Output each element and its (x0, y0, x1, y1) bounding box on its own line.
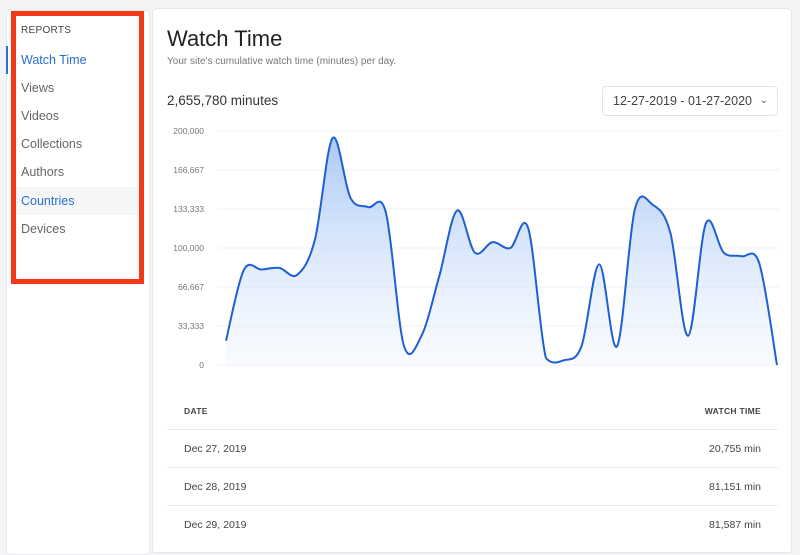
data-point[interactable] (275, 264, 283, 272)
data-point[interactable] (311, 236, 319, 244)
data-point[interactable] (471, 249, 479, 257)
y-tick-label: 100,000 (173, 243, 204, 253)
data-point[interactable] (649, 201, 657, 209)
sidebar-heading: REPORTS (21, 25, 72, 36)
row-date: Dec 27, 2019 (184, 443, 247, 455)
row-date: Dec 29, 2019 (184, 519, 247, 531)
data-point[interactable] (595, 260, 603, 268)
date-range-picker[interactable]: 12-27-2019 - 01-27-2020 ⌄ (602, 86, 778, 116)
table-row: Dec 28, 2019 81,151 min (167, 467, 778, 505)
watch-time-chart: 0 33,333 66,667 100,000 133,333 166,667 200,00… (173, 126, 781, 370)
sidebar-item-videos[interactable]: Videos (21, 109, 59, 123)
data-point[interactable] (382, 209, 390, 217)
total-minutes: 2,655,780 minutes (167, 93, 279, 108)
data-point[interactable] (666, 229, 674, 237)
data-point[interactable] (577, 342, 585, 350)
area-fill (226, 137, 777, 365)
data-point[interactable] (258, 266, 266, 274)
data-point[interactable] (720, 249, 728, 257)
y-tick-label: 166,667 (173, 165, 204, 175)
data-point[interactable] (506, 244, 514, 252)
sidebar-item-countries[interactable]: Countries (14, 187, 140, 215)
data-point[interactable] (453, 207, 461, 215)
sidebar-item-watch-time[interactable]: Watch Time (21, 53, 87, 67)
y-tick-label: 66,667 (178, 282, 204, 292)
data-point[interactable] (755, 259, 763, 267)
data-point[interactable] (400, 341, 408, 349)
row-value: 81,587 min (709, 519, 761, 531)
data-point[interactable] (524, 224, 532, 232)
sidebar-item-collections[interactable]: Collections (21, 137, 83, 151)
data-point[interactable] (631, 205, 639, 213)
table-row: Dec 27, 2019 20,755 min (167, 429, 778, 467)
data-point[interactable] (435, 272, 443, 280)
y-tick-label: 133,333 (173, 204, 204, 214)
row-date: Dec 28, 2019 (184, 481, 247, 493)
data-point[interactable] (684, 332, 692, 340)
sidebar-item-devices[interactable]: Devices (21, 222, 66, 236)
data-point[interactable] (702, 219, 710, 227)
data-point[interactable] (773, 361, 781, 369)
column-header-date: DATE (184, 406, 208, 416)
row-value: 20,755 min (709, 443, 761, 455)
y-tick-label: 200,000 (173, 126, 204, 136)
active-indicator (6, 46, 8, 74)
date-range-value: 12-27-2019 - 01-27-2020 (613, 94, 752, 108)
series-line (225, 136, 778, 366)
row-value: 81,151 min (709, 481, 761, 493)
page-title: Watch Time (167, 26, 283, 51)
column-header-watch-time: WATCH TIME (704, 406, 761, 416)
data-point[interactable] (418, 332, 426, 340)
data-point[interactable] (293, 271, 301, 279)
data-point[interactable] (542, 354, 550, 362)
page-subtitle: Your site's cumulative watch time (minut… (167, 56, 397, 67)
y-tick-label: 33,333 (178, 321, 204, 331)
y-tick-label: 0 (199, 360, 204, 370)
data-point[interactable] (240, 266, 248, 274)
sidebar-item-views[interactable]: Views (21, 81, 55, 95)
data-point[interactable] (364, 203, 372, 211)
chevron-down-icon: ⌄ (759, 95, 768, 106)
data-point[interactable] (613, 342, 621, 350)
data-point[interactable] (346, 194, 354, 202)
table-row: Dec 29, 2019 81,587 min (167, 505, 778, 543)
data-point[interactable] (489, 238, 497, 246)
data-point[interactable] (222, 337, 230, 345)
data-point[interactable] (329, 134, 337, 142)
sidebar-item-authors[interactable]: Authors (21, 165, 65, 179)
data-point[interactable] (560, 356, 568, 364)
data-point[interactable] (737, 252, 745, 260)
